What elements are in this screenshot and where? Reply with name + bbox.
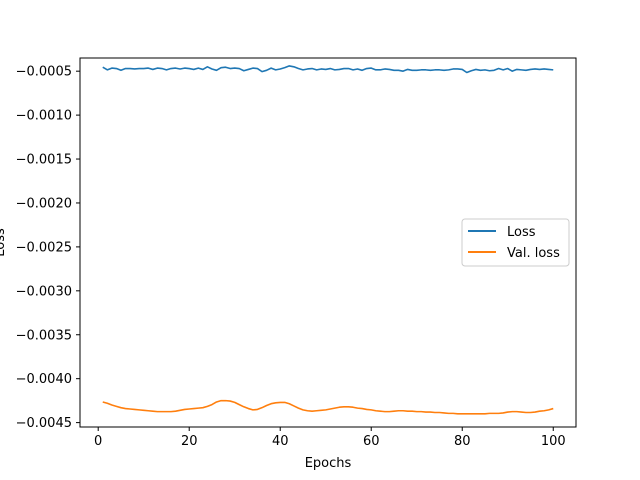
- x-tick-label: 20: [181, 434, 198, 449]
- plot-frame: [79, 57, 577, 428]
- series-line-loss: [102, 65, 554, 74]
- y-tick-label: −0.0010: [16, 109, 72, 124]
- x-tick-label: 100: [541, 434, 566, 449]
- legend-label-val-loss: Val. loss: [507, 246, 560, 261]
- x-tick-label: 0: [94, 434, 102, 449]
- series-line-val-loss: [102, 399, 554, 415]
- y-tick-label: −0.0045: [16, 416, 72, 431]
- y-tick-label: −0.0040: [16, 372, 72, 387]
- y-tick-label: −0.0020: [16, 196, 72, 211]
- y-tick-label: −0.0025: [16, 240, 72, 255]
- x-axis: 0 20 40 60 80 100: [94, 427, 566, 449]
- legend-label-loss: Loss: [507, 225, 536, 240]
- x-tick-label: 80: [454, 434, 471, 449]
- y-tick-label: −0.0005: [16, 65, 72, 80]
- y-tick-label: −0.0030: [16, 284, 72, 299]
- y-tick-label: −0.0015: [16, 153, 72, 168]
- y-axis: −0.0005 −0.0010 −0.0015 −0.0020 −0.0025 −0.00…: [16, 65, 80, 431]
- x-tick-label: 60: [363, 434, 380, 449]
- x-tick-label: 40: [272, 434, 289, 449]
- legend: Loss Val. loss: [461, 218, 570, 267]
- x-axis-label: Epochs: [305, 456, 352, 471]
- y-tick-label: −0.0035: [16, 328, 72, 343]
- y-axis-label: Loss: [0, 228, 8, 257]
- series-layer: [102, 65, 554, 415]
